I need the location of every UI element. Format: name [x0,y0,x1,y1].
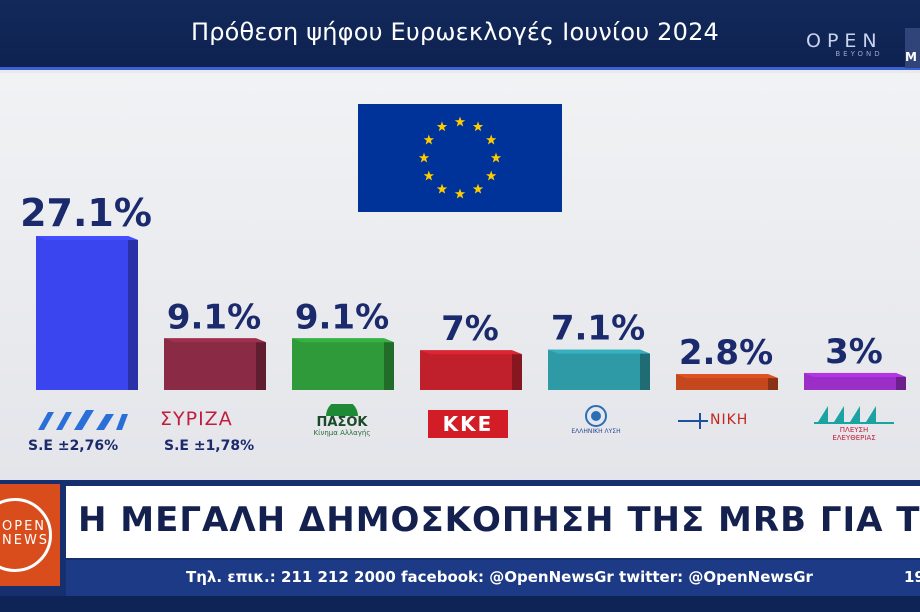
bar-top-1 [164,338,266,343]
ticker-bar: Τηλ. επικ.: 211 212 2000 facebook: @Open… [66,560,920,596]
eu-star-icon [436,121,448,132]
bar-6 [804,372,896,390]
syriza-logo: ΣΥΡΙΖΑ [160,408,264,432]
bar-value-label-3: 7% [441,309,499,349]
elliniki-lysi-logo: ΕΛΛΗΝΙΚΗ ΛΥΣΗ [556,404,636,448]
channel-logo-text: OPEN [806,30,883,52]
header-bar: Πρόθεση ψήφου Ευρωεκλογές Ιουνίου 2024 O… [0,0,920,70]
niki-logo-text: ΝΙΚΗ [710,412,749,428]
bar-side-0 [128,236,138,390]
eu-star-icon [454,188,466,199]
eu-star-icon [485,170,497,181]
bar-side-2 [384,338,394,390]
plefsi-logo-text: ΠΛΕΥΣΗ ΕΛΕΥΘΕΡΙΑΣ [832,426,876,442]
bar-chart: 27.1% 9.1% 9.1% 7% 7.1% 2.8% 3% [20,191,906,390]
bar-top-6 [804,372,906,377]
eu-star-icon [423,134,435,145]
bar-0 [36,236,128,390]
bar-side-3 [512,350,522,390]
pasok-logo: ΠΑΣΟΚ Κίνημα Αλλαγής [296,404,388,440]
corner-badge: M [905,28,920,68]
pasok-logo-text: ΠΑΣΟΚ [316,415,368,430]
bar-side-4 [640,349,650,390]
pasok-logo-subtext: Κίνημα Αλλαγής [313,429,371,437]
eu-star-icon [485,134,497,145]
bar-value-label-6: 3% [825,332,883,372]
eu-star-icon [418,152,430,163]
bar-side-6 [896,372,906,390]
eu-star-icon [454,116,466,127]
bar-top-0 [36,236,138,240]
bottom-strip [0,596,920,612]
pasok-sun-icon [326,404,358,416]
channel-logo: OPEN BEYOND [806,30,883,58]
bar-side-1 [256,338,266,390]
syriza-logo-text: ΣΥΡΙΖΑ [160,408,233,430]
ticker-time: 19 [904,568,920,586]
plefsi-logo: ΠΛΕΥΣΗ ΕΛΕΥΘΕΡΙΑΣ [808,404,900,444]
bar-value-label-4: 7.1% [551,309,645,349]
nd-standard-error: S.E ±2,76% [28,438,119,454]
nd-logo-icon [38,410,128,430]
eu-flag-icon [358,104,562,212]
bar-value-label-2: 9.1% [295,297,389,337]
eu-star-icon [472,121,484,132]
plefsi-ships-icon [814,406,894,424]
headline-bar: Η ΜΕΓΑΛΗ ΔΗΜΟΣΚΟΠΗΣΗ ΤΗΣ MRB ΓΙΑ ΤΟ OPEN [66,486,920,558]
eu-star-icon [490,152,502,163]
headline: Η ΜΕΓΑΛΗ ΔΗΜΟΣΚΟΠΗΣΗ ΤΗΣ MRB ΓΙΑ ΤΟ OPEN [78,500,920,540]
ticker-text: Τηλ. επικ.: 211 212 2000 facebook: @Open… [186,568,813,586]
eu-star-icon [436,183,448,194]
bar-value-label-5: 2.8% [679,333,773,373]
bar-top-2 [292,338,394,343]
kke-logo: ΚΚΕ [428,410,508,438]
syriza-standard-error: S.E ±1,78% [164,438,255,454]
bar-value-label-1: 9.1% [167,297,261,337]
bar-2 [292,338,384,390]
bar-top-4 [548,349,650,354]
niki-cross-icon [678,413,708,429]
bar-3 [420,350,512,390]
chart-title: Πρόθεση ψήφου Ευρωεκλογές Ιουνίου 2024 [190,18,720,46]
bar-value-label-0: 27.1% [20,191,152,235]
channel-logo-subtext: BEYOND [835,50,883,58]
niki-logo: ΝΙΚΗ [678,410,774,432]
elliniki-lysi-logo-text: ΕΛΛΗΝΙΚΗ ΛΥΣΗ [571,428,621,435]
bar-4 [548,349,640,390]
bar-top-5 [676,374,778,379]
kke-logo-text: ΚΚΕ [442,412,494,436]
eu-star-icon [472,183,484,194]
elliniki-lysi-emblem-icon [585,405,607,427]
open-news-badge-text: OPEN NEWS [2,519,50,548]
open-news-badge: OPEN NEWS [0,484,60,586]
eu-star-icon [423,170,435,181]
bar-top-3 [420,350,522,355]
bar-1 [164,338,256,390]
